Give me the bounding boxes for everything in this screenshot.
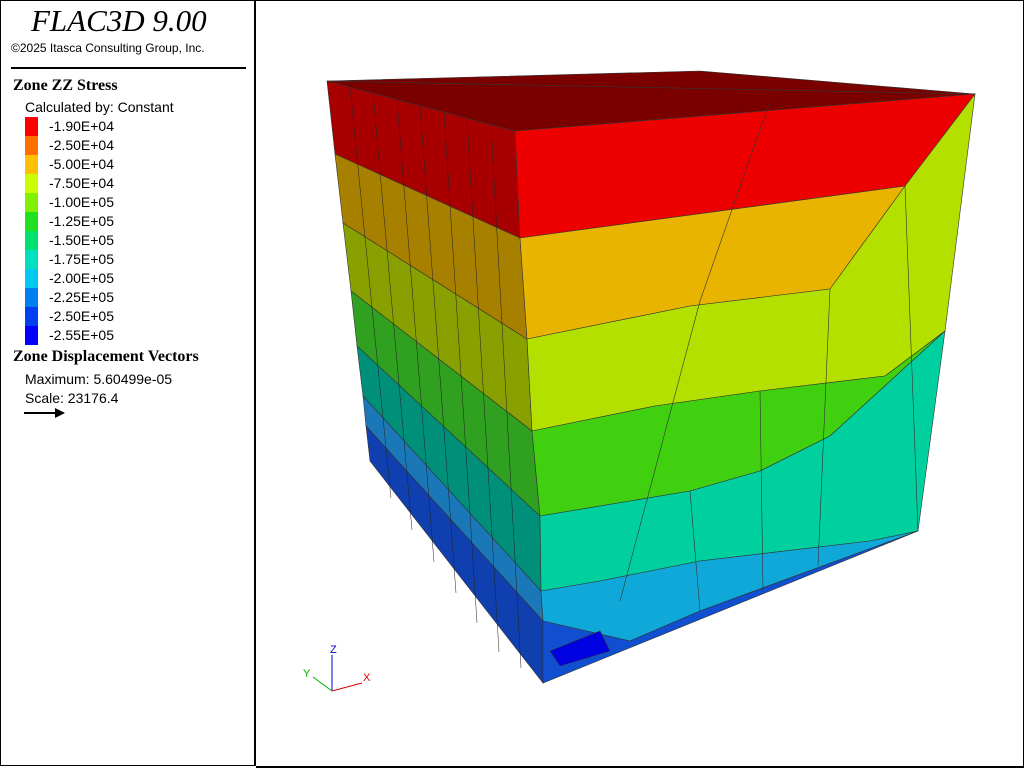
legend-swatch [25,288,38,307]
legend-swatch [25,269,38,288]
legend-label: -1.90E+04 [49,118,114,134]
legend-swatch [25,231,38,250]
legend-label: -2.50E+05 [49,308,114,324]
divider [11,67,246,69]
axis-y: Y [303,668,311,680]
legend-label: -1.75E+05 [49,251,114,267]
vector-sample [24,408,65,418]
legend-label: -2.50E+04 [49,137,114,153]
legend-swatch [25,250,38,269]
legend-label: -5.00E+04 [49,156,114,172]
legend-label: -2.00E+05 [49,270,114,286]
legend-swatch [25,193,38,212]
vector-scale: Scale: 23176.4 [25,390,119,406]
model-view: Z X Y [256,0,1024,768]
face-band [542,530,919,684]
legend-label: -1.25E+05 [49,213,114,229]
axis-z: Z [330,644,337,656]
vector-title: Zone Displacement Vectors [13,348,199,365]
legend-swatch [25,117,38,136]
model-canvas: Z X Y [303,70,976,692]
stress-title: Zone ZZ Stress [13,77,118,94]
vector-maximum: Maximum: 5.60499e-05 [25,371,173,387]
legend-label: -2.25E+05 [49,289,114,305]
legend-label: -1.00E+05 [49,194,114,210]
legend-swatch [25,326,38,345]
axis-x: X [363,672,371,684]
axes-triad: Z X Y [303,644,371,692]
copyright: ©2025 Itasca Consulting Group, Inc. [11,41,205,55]
legend-swatch [25,307,38,326]
legend-swatch [25,212,38,231]
legend-swatch [25,136,38,155]
legend-label: -7.50E+04 [49,175,114,191]
legend-swatch [25,155,38,174]
legend-label: -1.50E+05 [49,232,114,248]
legend-swatch [25,174,38,193]
legend-panel: FLAC3D 9.00 ©2025 Itasca Consulting Grou… [0,0,256,766]
stress-subtitle: Calculated by: Constant [25,99,174,115]
app-title: FLAC3D 9.00 [31,3,207,38]
legend-label: -2.55E+05 [49,327,114,343]
